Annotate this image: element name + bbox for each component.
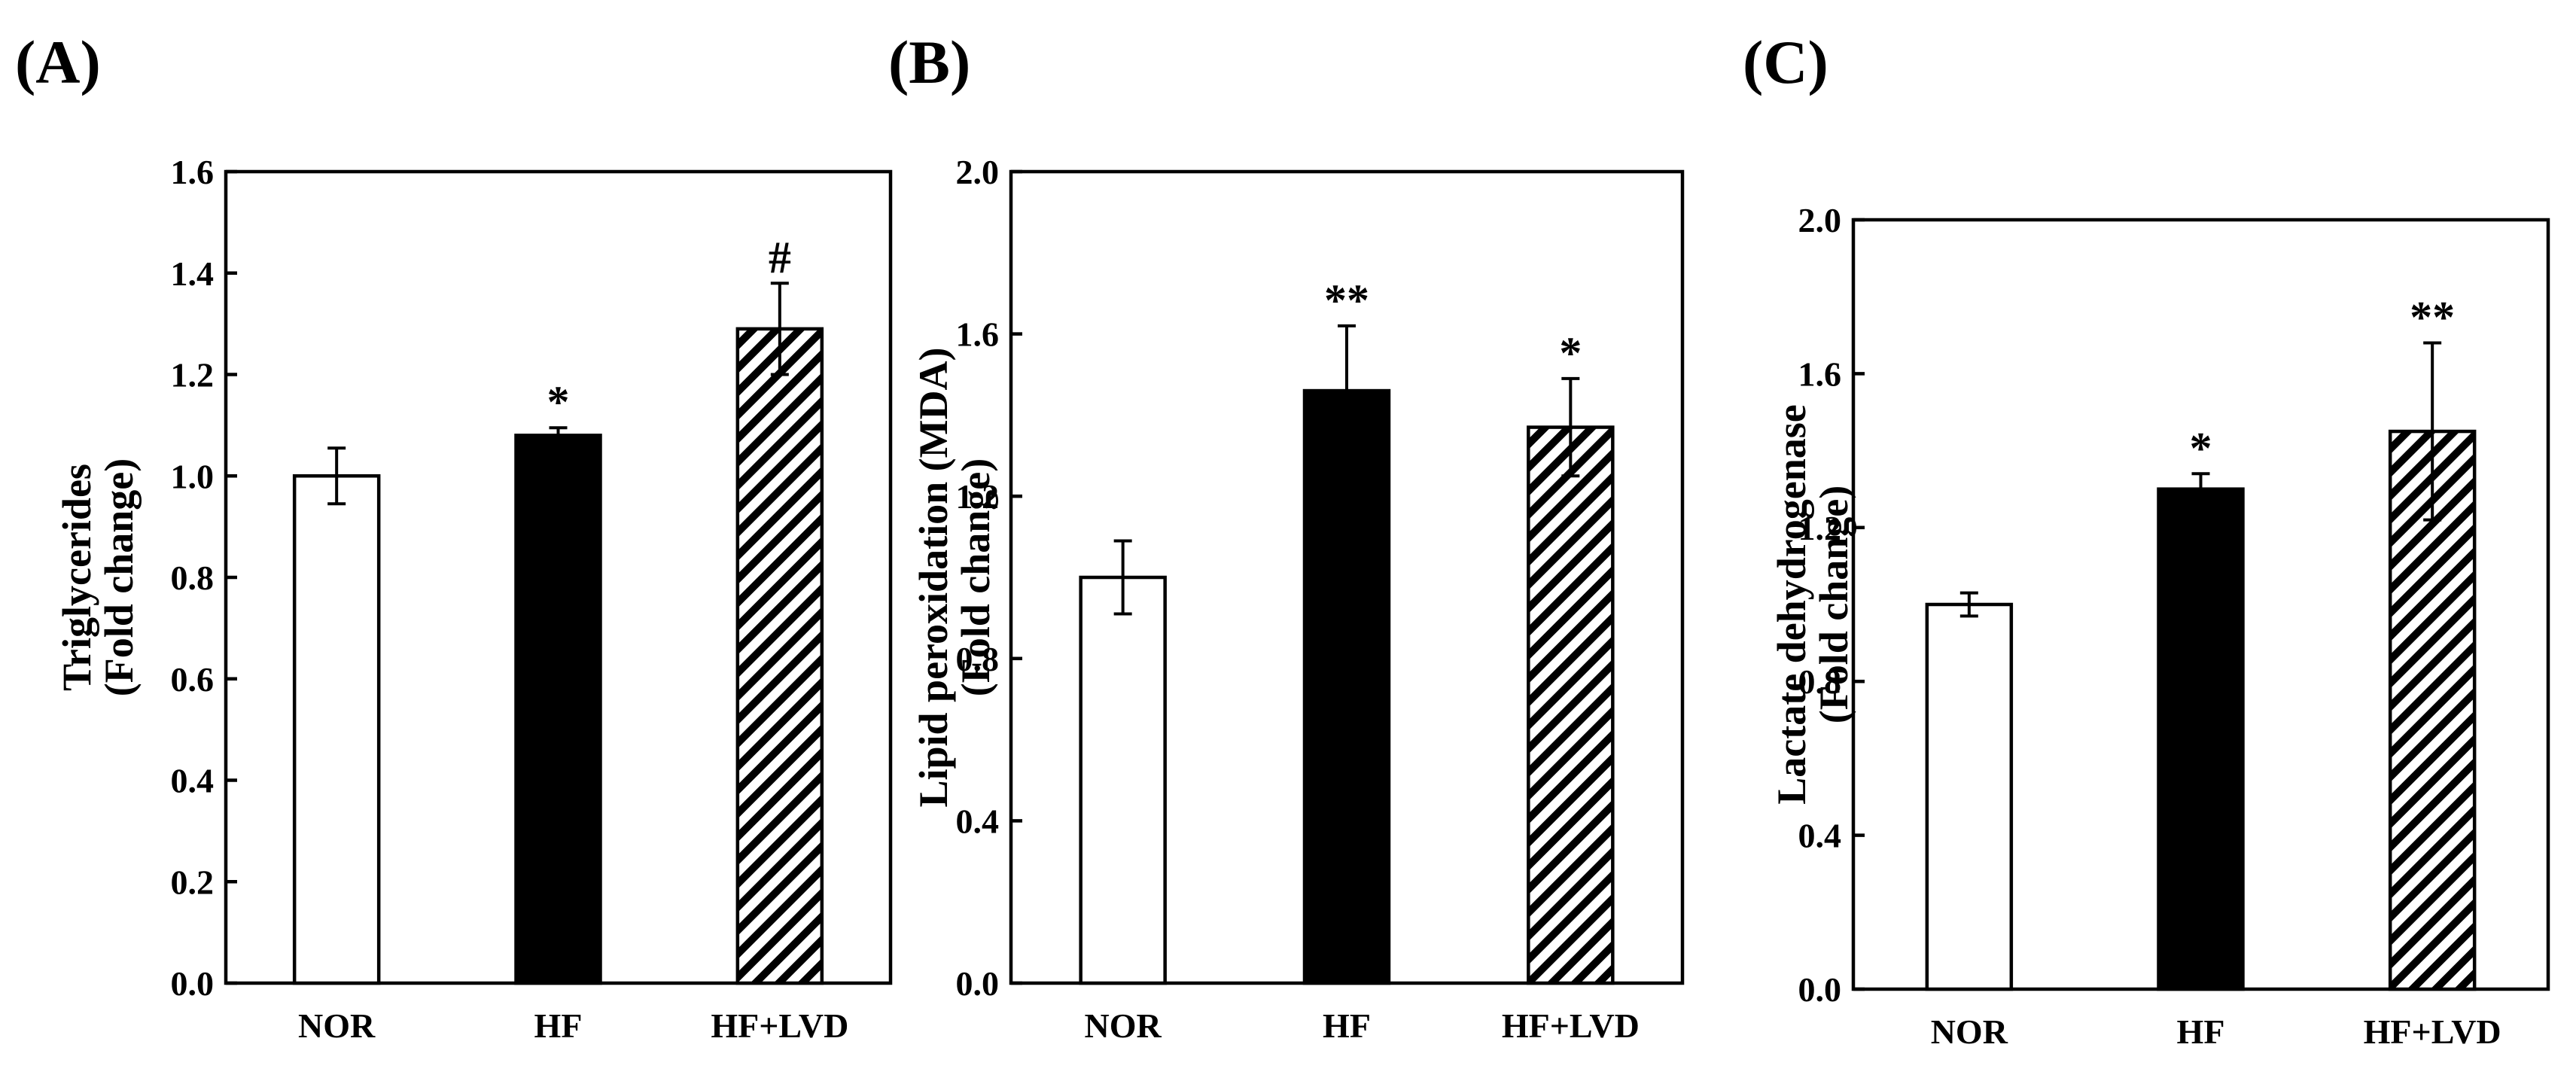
x-category-label: HF — [2177, 1012, 2225, 1051]
y-tick-label: 2.0 — [956, 153, 1000, 191]
x-category-label: HF+LVD — [711, 1006, 848, 1045]
y-tick-label: 1.6 — [1798, 355, 1842, 393]
significance-mark: * — [547, 377, 570, 427]
bar — [514, 434, 602, 985]
significance-mark: ** — [2410, 293, 2455, 343]
y-tick-label: 0.0 — [1798, 970, 1842, 1009]
bar — [2157, 487, 2245, 991]
x-category-label: HF+LVD — [2364, 1012, 2501, 1051]
y-axis-title-line: (Fold change) — [1811, 486, 1856, 724]
y-tick-label: 0.0 — [171, 964, 215, 1003]
y-tick-label: 0.4 — [171, 762, 215, 800]
panel-label: (A) — [15, 28, 101, 96]
significance-mark: * — [1559, 328, 1582, 378]
y-tick-label: 0.0 — [956, 964, 1000, 1003]
y-axis-title-line: Lipid peroxidation (MDA) — [911, 347, 956, 807]
chart-panels: (A) 0.0 0.2 0.4 0.6 0.8 1.0 1.2 1.4 1.6 Triglyceri… — [15, 28, 2550, 1051]
bar — [1925, 602, 2014, 991]
y-axis-title: Lipid peroxidation (MDA)(Fold change) — [911, 347, 998, 807]
y-axis-title: Lactate dehydrogenase(Fold change) — [1769, 404, 1856, 804]
y-axis-title-line: Lactate dehydrogenase — [1769, 404, 1814, 804]
panel-label: (C) — [1743, 28, 1828, 96]
significance-mark: ** — [1324, 276, 1369, 325]
bar — [1527, 425, 1615, 985]
bar — [1079, 575, 1167, 985]
panel-2: (C) 0.0 0.4 0.8 1.2 1.6 2.0 Lactate dehydrogena… — [1743, 28, 2550, 1051]
x-category-label: NOR — [1085, 1006, 1162, 1045]
y-axis-title-line: Triglycerides — [54, 464, 99, 691]
y-tick-label: 0.8 — [956, 640, 1000, 678]
x-category-label: HF — [1323, 1006, 1371, 1045]
y-tick-label: 1.0 — [171, 457, 215, 495]
bar — [735, 327, 824, 985]
panel-0: (A) 0.0 0.2 0.4 0.6 0.8 1.0 1.2 1.4 1.6 Triglyceri… — [15, 28, 893, 1045]
significance-mark: # — [769, 233, 791, 282]
panel-1: (B) 0.0 0.4 0.8 1.2 1.6 2.0 Lipid peroxidation … — [888, 28, 1685, 1045]
significance-mark: * — [2190, 423, 2212, 473]
y-axis-title: Triglycerides(Fold change) — [54, 458, 142, 697]
y-tick-label: 0.4 — [1798, 817, 1842, 855]
y-tick-label: 0.4 — [956, 802, 1000, 840]
y-tick-label: 1.6 — [171, 153, 215, 191]
y-tick-label: 1.2 — [956, 477, 1000, 516]
y-tick-label: 0.8 — [1798, 662, 1842, 701]
y-tick-label: 0.6 — [171, 660, 215, 699]
y-tick-label: 1.6 — [956, 315, 1000, 354]
y-tick-label: 0.8 — [171, 559, 215, 597]
y-axis-title-line: (Fold change) — [953, 458, 998, 697]
y-tick-label: 1.2 — [1798, 509, 1842, 547]
y-tick-label: 1.4 — [171, 254, 215, 293]
bar — [292, 474, 381, 985]
y-tick-label: 2.0 — [1798, 201, 1842, 239]
bar — [1302, 388, 1391, 985]
y-tick-label: 0.2 — [171, 863, 215, 901]
x-category-label: HF — [534, 1006, 583, 1045]
panel-label: (B) — [888, 28, 970, 96]
y-axis-title-line: (Fold change) — [96, 458, 142, 697]
x-category-label: HF+LVD — [1502, 1006, 1640, 1045]
x-category-label: NOR — [1931, 1012, 2008, 1051]
x-category-label: NOR — [298, 1006, 376, 1045]
y-tick-label: 1.2 — [171, 356, 215, 394]
